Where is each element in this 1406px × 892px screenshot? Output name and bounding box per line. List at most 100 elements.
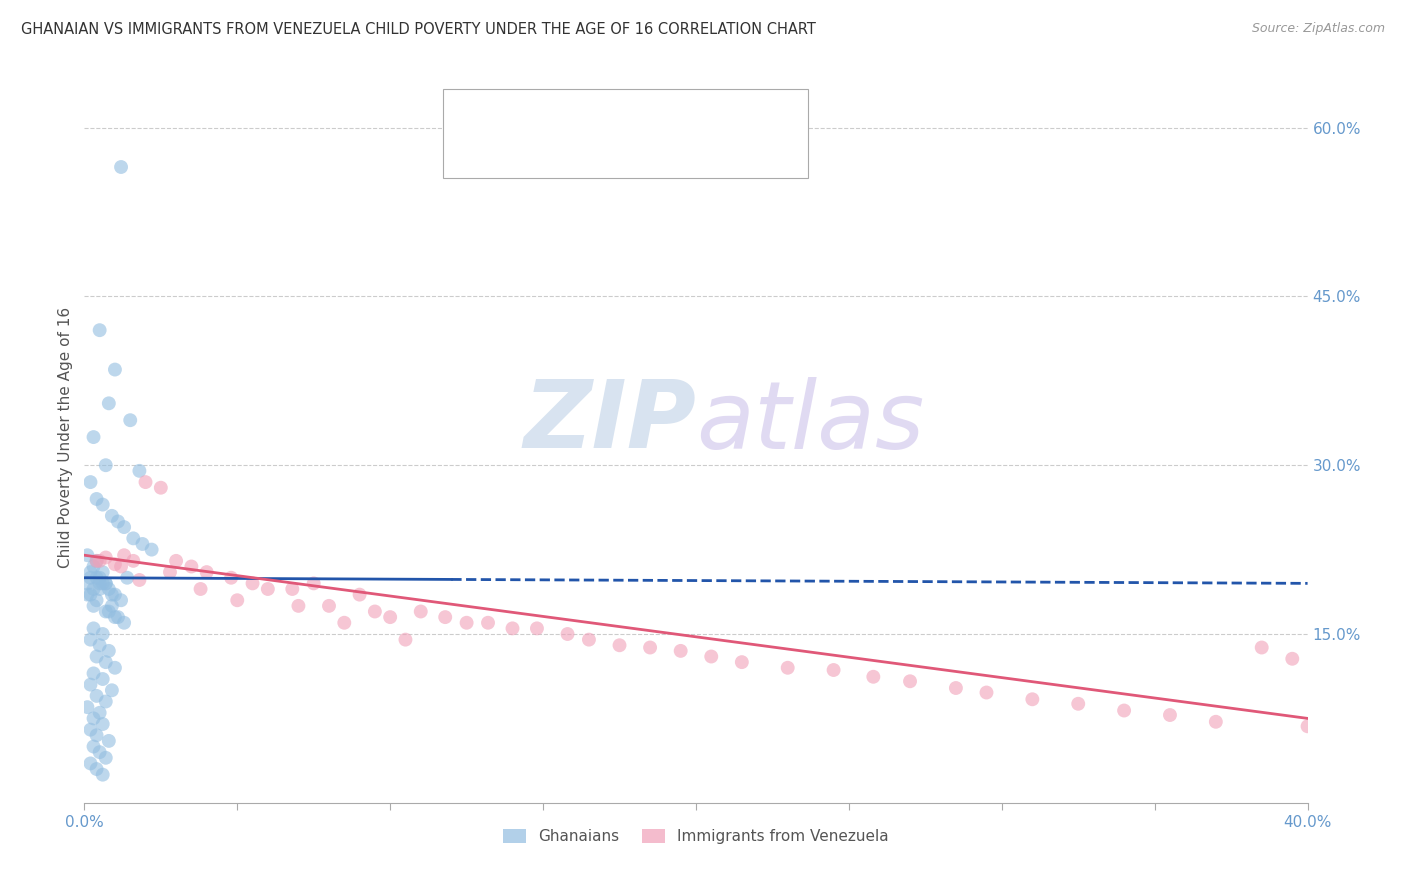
Point: [1159, 708, 1181, 723]
Point: [578, 632, 600, 647]
Text: ■: ■: [457, 144, 475, 163]
Point: [94, 605, 117, 619]
Point: [94, 751, 117, 765]
Point: [380, 610, 402, 624]
Point: [104, 558, 127, 572]
Point: [477, 615, 499, 630]
Text: Source: ZipAtlas.com: Source: ZipAtlas.com: [1251, 22, 1385, 36]
Point: [89, 323, 111, 337]
Point: [349, 588, 371, 602]
Point: [91, 672, 114, 686]
Point: [76, 548, 98, 562]
Point: [86, 571, 108, 585]
Point: [104, 588, 127, 602]
Point: [91, 576, 114, 591]
Point: [79, 565, 101, 579]
Point: [101, 508, 124, 523]
Point: [89, 571, 111, 585]
Point: [131, 537, 153, 551]
Point: [434, 610, 457, 624]
Point: [700, 649, 723, 664]
Point: [86, 491, 108, 506]
Point: [89, 745, 111, 759]
Point: [83, 582, 105, 596]
Point: [731, 655, 754, 669]
Point: [180, 559, 202, 574]
Point: [94, 458, 117, 473]
Point: [91, 767, 114, 781]
Point: [190, 582, 212, 596]
Point: [128, 464, 150, 478]
Point: [219, 571, 242, 585]
Point: [149, 481, 172, 495]
Point: [112, 615, 135, 630]
Point: [79, 678, 101, 692]
Point: [1021, 692, 1043, 706]
Point: [101, 588, 124, 602]
Text: N =: N =: [605, 107, 638, 121]
Point: [83, 621, 105, 635]
Point: [333, 615, 356, 630]
Text: 74: 74: [637, 107, 658, 121]
Point: [83, 739, 105, 754]
Point: [287, 599, 309, 613]
Point: [526, 621, 548, 635]
Point: [86, 728, 108, 742]
Point: [76, 700, 98, 714]
Point: [159, 565, 181, 579]
Text: N =: N =: [605, 146, 638, 161]
Point: [110, 160, 132, 174]
Point: [122, 532, 145, 546]
Point: [83, 559, 105, 574]
Text: -0.005: -0.005: [524, 107, 579, 121]
Point: [1250, 640, 1272, 655]
Point: [128, 573, 150, 587]
Point: [101, 599, 124, 613]
Point: [76, 588, 98, 602]
Point: [86, 762, 108, 776]
Point: [94, 694, 117, 708]
Text: atlas: atlas: [696, 377, 924, 468]
Legend: Ghanaians, Immigrants from Venezuela: Ghanaians, Immigrants from Venezuela: [496, 822, 896, 850]
Point: [94, 576, 117, 591]
Point: [91, 627, 114, 641]
Text: -0.364: -0.364: [524, 146, 579, 161]
Point: [107, 515, 129, 529]
Point: [97, 734, 120, 748]
Point: [83, 711, 105, 725]
Point: [557, 627, 579, 641]
Point: [86, 554, 108, 568]
Text: R =: R =: [485, 146, 519, 161]
Point: [456, 615, 478, 630]
Point: [94, 576, 117, 591]
Point: [502, 621, 524, 635]
Point: [776, 661, 799, 675]
Point: [79, 632, 101, 647]
Text: R =: R =: [485, 107, 519, 121]
Text: 55: 55: [637, 146, 658, 161]
Point: [104, 661, 127, 675]
Point: [97, 396, 120, 410]
Point: [91, 498, 114, 512]
Point: [226, 593, 249, 607]
Point: [104, 362, 127, 376]
Point: [91, 717, 114, 731]
Point: [89, 554, 111, 568]
Point: [257, 582, 280, 596]
Point: [101, 683, 124, 698]
Point: [669, 644, 692, 658]
Point: [86, 689, 108, 703]
Point: [1281, 652, 1303, 666]
Point: [86, 593, 108, 607]
Point: [638, 640, 661, 655]
Point: [110, 593, 132, 607]
Point: [79, 723, 101, 737]
Point: [97, 644, 120, 658]
Point: [79, 588, 101, 602]
Point: [76, 576, 98, 591]
Point: [86, 554, 108, 568]
Point: [122, 554, 145, 568]
Text: ZIP: ZIP: [523, 376, 696, 468]
Point: [898, 674, 921, 689]
Point: [135, 475, 157, 489]
